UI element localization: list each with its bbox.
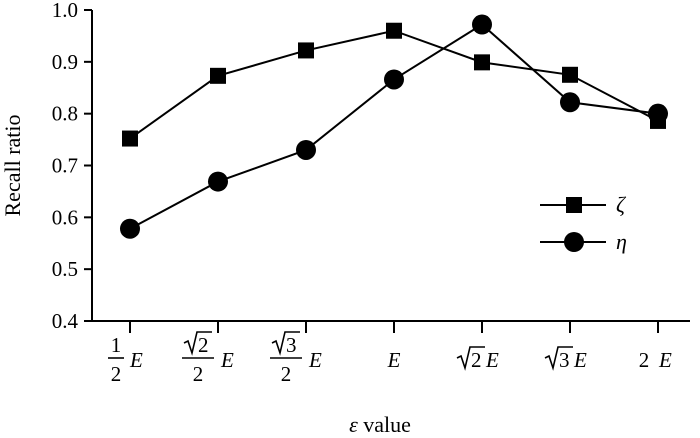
category-variable: E	[485, 348, 499, 372]
data-point	[562, 66, 578, 83]
data-point	[560, 92, 580, 113]
category-variable: E	[387, 348, 401, 372]
sqrt-symbol	[544, 346, 573, 371]
y-tick-label: 0.4	[52, 309, 79, 333]
category-coefficient: 2	[639, 348, 650, 372]
sqrt-radicand: 2	[198, 333, 209, 357]
sqrt-symbol	[183, 331, 212, 356]
data-point	[120, 218, 140, 239]
data-point	[298, 42, 314, 59]
sqrt-symbol	[271, 331, 300, 356]
fraction-denominator: 2	[281, 362, 292, 386]
x-axis-word: value	[363, 412, 411, 437]
data-point	[384, 69, 404, 90]
legend-marker	[564, 232, 584, 252]
data-point	[210, 67, 226, 84]
y-tick-label: 0.5	[52, 257, 78, 281]
data-point	[474, 54, 490, 71]
series-eta	[120, 14, 668, 239]
legend-marker	[566, 197, 582, 213]
y-tick-label: 0.8	[52, 102, 78, 126]
sqrt-radicand: 3	[559, 348, 570, 372]
data-point	[472, 14, 492, 35]
x-category-label: 1 2E	[108, 333, 143, 386]
data-point	[386, 22, 402, 39]
x-axis-title: ε value	[349, 412, 411, 437]
y-axis-title: Recall ratio	[0, 114, 25, 216]
y-tick-label: 0.6	[52, 205, 78, 229]
category-variable: E	[220, 348, 234, 372]
sqrt-radicand: 3	[286, 333, 297, 357]
data-point	[208, 171, 228, 192]
category-variable: E	[129, 348, 143, 372]
x-category-label: 2 2E	[182, 331, 234, 386]
category-variable: E	[308, 348, 322, 372]
fraction-denominator: 2	[111, 362, 122, 386]
y-axis: 0.4 0.5 0.6 0.7 0.8 0.9 1.0 Recall ratio	[0, 0, 93, 333]
data-point	[122, 130, 138, 147]
x-category-label: E	[387, 348, 401, 372]
y-tick-label: 1.0	[52, 0, 78, 22]
data-point	[648, 103, 668, 124]
legend-item: η	[540, 229, 627, 254]
sqrt-radicand: 2	[471, 348, 482, 372]
category-variable: E	[573, 348, 587, 372]
legend-label: ζ	[616, 192, 627, 217]
legend: ζη	[540, 192, 627, 254]
x-category-label: 3 2E	[270, 331, 322, 386]
category-variable: E	[658, 348, 672, 372]
series-zeta	[122, 22, 666, 147]
series-layer	[120, 14, 668, 239]
y-tick-label: 0.7	[52, 154, 78, 178]
sqrt-symbol	[456, 346, 485, 371]
legend-item: ζ	[540, 192, 627, 217]
x-axis-symbol: ε	[349, 412, 358, 437]
y-tick-label: 0.9	[52, 50, 78, 74]
fraction-denominator: 2	[193, 362, 204, 386]
legend-label: η	[616, 229, 627, 254]
data-point	[296, 139, 316, 160]
fraction-numerator: 1	[111, 333, 122, 357]
